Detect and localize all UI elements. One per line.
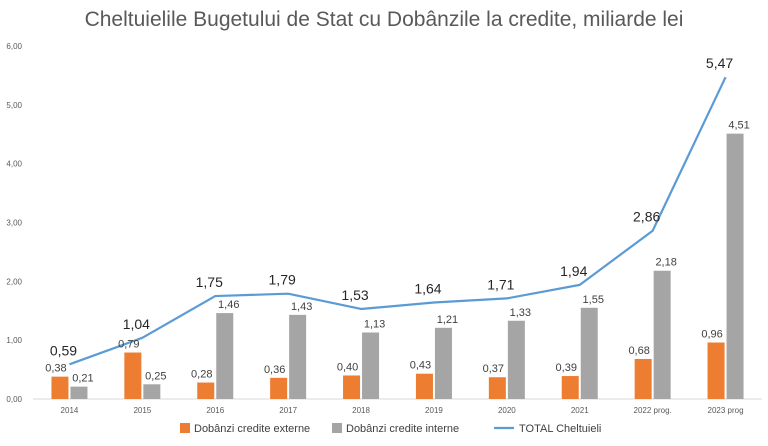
- bar-external: [634, 358, 652, 399]
- data-label-internal: 4,51: [728, 120, 749, 132]
- bar-external: [561, 376, 579, 399]
- bar-internal: [726, 133, 744, 399]
- data-label-external: 0,36: [264, 364, 285, 376]
- bar-internal: [362, 332, 380, 399]
- data-label-external: 0,28: [191, 369, 212, 381]
- data-label-total: 1,79: [269, 272, 296, 288]
- bar-external: [415, 373, 433, 399]
- x-tick-label: 2018: [352, 406, 370, 415]
- data-label-total: 1,04: [123, 316, 150, 332]
- y-tick-label: 1,00: [6, 336, 22, 345]
- data-label-external: 0,43: [410, 360, 431, 372]
- x-tick-label: 2023 prog: [708, 406, 744, 415]
- bar-external: [707, 342, 725, 399]
- data-label-external: 0,68: [628, 345, 649, 357]
- x-tick-label: 2022 prog.: [634, 406, 672, 415]
- data-label-total: 1,71: [487, 276, 514, 292]
- data-label-external: 0,38: [45, 363, 66, 375]
- chart-title: Cheltuielile Bugetului de Stat cu Dobânz…: [84, 8, 684, 31]
- bar-external: [343, 375, 361, 399]
- x-tick-label: 2020: [498, 406, 516, 415]
- y-tick-label: 3,00: [6, 219, 22, 228]
- bar-internal: [507, 320, 525, 399]
- data-label-internal: 1,33: [510, 307, 531, 319]
- bar-external: [51, 376, 69, 399]
- data-label-internal: 1,43: [291, 301, 312, 313]
- bar-external: [124, 352, 142, 399]
- data-label-internal: 0,25: [145, 370, 166, 382]
- bar-external: [488, 377, 506, 399]
- y-tick-label: 4,00: [6, 160, 22, 169]
- y-tick-label: 6,00: [6, 42, 22, 51]
- bar-external: [270, 377, 288, 399]
- bar-internal: [289, 314, 307, 399]
- data-label-total: 1,75: [196, 274, 223, 290]
- bar-internal: [580, 307, 598, 399]
- data-label-external: 0,96: [701, 329, 722, 341]
- bar-external: [197, 382, 215, 399]
- data-label-external: 0,39: [556, 362, 577, 374]
- data-label-internal: 2,18: [655, 257, 676, 269]
- data-label-external: 0,40: [337, 361, 358, 373]
- data-label-internal: 1,21: [437, 314, 458, 326]
- data-label-total: 1,94: [560, 263, 587, 279]
- data-label-total: 1,64: [414, 281, 441, 297]
- legend-label: Dobânzi credite interne: [346, 423, 459, 435]
- y-tick-label: 2,00: [6, 277, 22, 286]
- legend-label: TOTAL Cheltuieli: [519, 423, 601, 435]
- x-tick-label: 2021: [571, 406, 589, 415]
- data-label-external: 0,37: [483, 363, 504, 375]
- bar-internal: [216, 313, 234, 399]
- data-label-total: 5,47: [706, 55, 733, 71]
- x-tick-label: 2016: [206, 406, 224, 415]
- x-tick-label: 2014: [61, 406, 79, 415]
- y-tick-label: 0,00: [6, 395, 22, 404]
- bar-internal: [70, 386, 88, 399]
- data-label-external: 0,79: [118, 339, 139, 351]
- data-label-total: 2,86: [633, 209, 660, 225]
- x-tick-label: 2017: [279, 406, 297, 415]
- data-label-total: 0,59: [50, 342, 77, 358]
- data-label-internal: 1,46: [218, 299, 239, 311]
- line-total: [69, 76, 727, 366]
- data-label-total: 1,53: [341, 287, 368, 303]
- legend-label: Dobânzi credite externe: [194, 423, 310, 435]
- bar-internal: [434, 327, 452, 399]
- legend-swatch: [332, 423, 342, 433]
- bar-internal: [653, 270, 671, 399]
- data-label-internal: 1,13: [364, 319, 385, 331]
- legend-swatch: [180, 423, 190, 433]
- y-tick-label: 5,00: [6, 101, 22, 110]
- x-tick-label: 2019: [425, 406, 443, 415]
- x-tick-label: 2015: [133, 406, 151, 415]
- data-label-internal: 1,55: [583, 294, 604, 306]
- bar-internal: [143, 384, 161, 399]
- data-label-internal: 0,21: [72, 373, 93, 385]
